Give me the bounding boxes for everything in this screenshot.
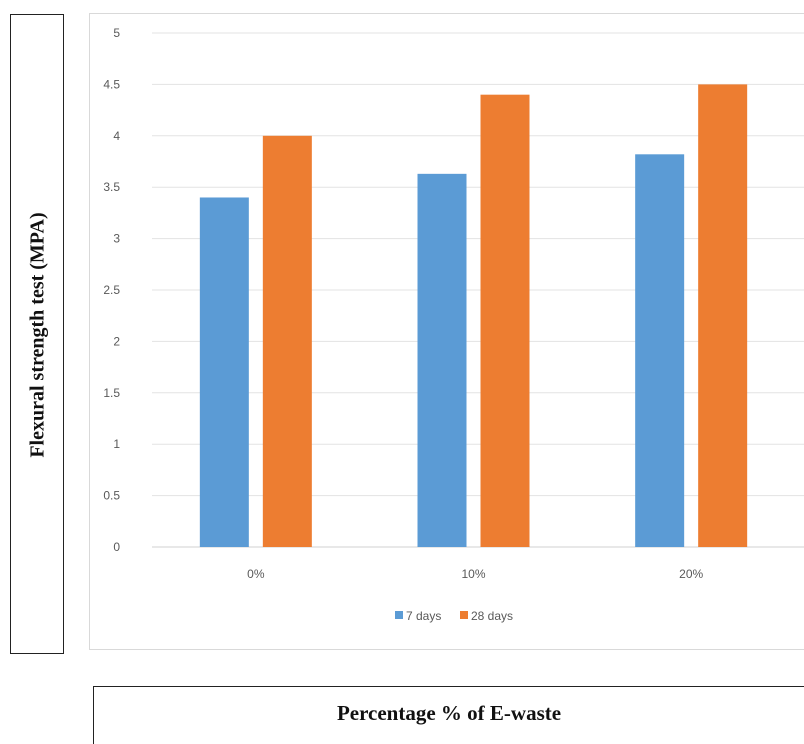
y-tick-label: 3 (113, 232, 120, 246)
y-tick-label: 3.5 (103, 180, 120, 194)
bar-chart: 0 0.5 1 1.5 2 2.5 3 3.5 4 4.5 5 0% 10% 20% 7 days 28 … (90, 14, 804, 651)
bar-7-days-10pct (418, 174, 467, 547)
bar-28-days-20pct (698, 84, 747, 547)
y-tick-label: 5 (113, 26, 120, 40)
chart-panel: 0 0.5 1 1.5 2 2.5 3 3.5 4 4.5 5 0% 10% 20% 7 days 28 … (89, 13, 804, 650)
bars (200, 84, 747, 547)
x-axis-label: Percentage % of E-waste (94, 701, 804, 726)
y-tick-label: 1.5 (103, 386, 120, 400)
y-tick-label: 2 (113, 334, 120, 348)
legend-entry: 7 days (406, 609, 441, 623)
y-tick-labels: 0 0.5 1 1.5 2 2.5 3 3.5 4 4.5 5 (103, 26, 120, 554)
y-tick-label: 0 (113, 540, 120, 554)
bar-28-days-10pct (481, 95, 530, 547)
x-tick-label: 10% (461, 567, 485, 581)
bar-7-days-20pct (635, 154, 684, 547)
x-tick-label: 20% (679, 567, 703, 581)
x-tick-label: 0% (247, 567, 265, 581)
y-tick-label: 1 (113, 437, 120, 451)
legend-entry: 28 days (471, 609, 513, 623)
x-axis-label-box: Percentage % of E-waste (93, 686, 804, 744)
legend-swatch (460, 611, 468, 619)
y-tick-label: 4.5 (103, 77, 120, 91)
y-tick-label: 0.5 (103, 489, 120, 503)
y-axis-label: Flexural strength test (MPA) (27, 212, 50, 457)
x-tick-labels: 0% 10% 20% (247, 567, 703, 581)
y-tick-label: 2.5 (103, 283, 120, 297)
bar-7-days-0pct (200, 197, 249, 547)
legend-swatch (395, 611, 403, 619)
y-axis-label-box: Flexural strength test (MPA) (10, 14, 64, 654)
y-tick-label: 4 (113, 129, 120, 143)
bar-28-days-0pct (263, 136, 312, 547)
legend: 7 days 28 days (395, 609, 513, 623)
